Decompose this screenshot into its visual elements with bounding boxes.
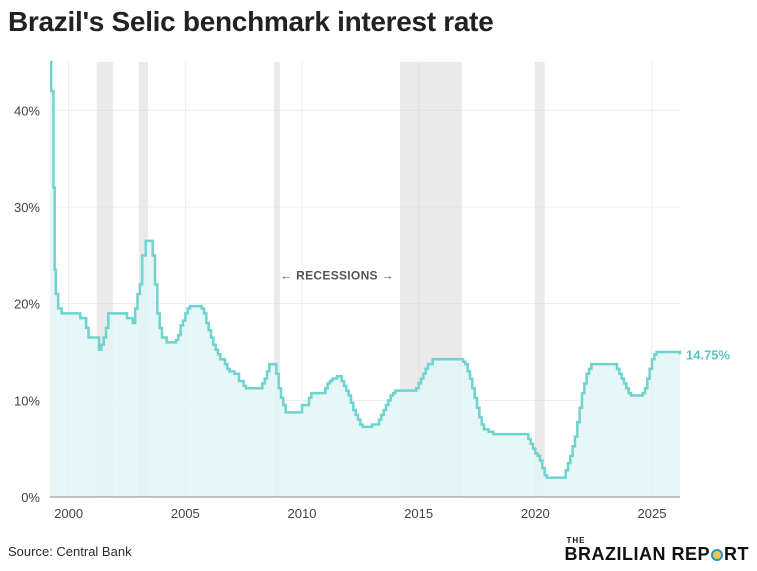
- y-tick-label: 0%: [21, 490, 40, 505]
- source-note: Source: Central Bank: [8, 544, 132, 559]
- series-layer: [49, 60, 682, 497]
- x-tick-label: 2000: [54, 506, 83, 521]
- brand-logo-top: THE: [566, 536, 586, 545]
- brand-logo-main: BRAZILIAN REP RT: [565, 545, 750, 563]
- x-tick-label: 2015: [404, 506, 433, 521]
- chart-title: Brazil's Selic benchmark interest rate: [8, 6, 494, 37]
- recession-band: [274, 62, 280, 497]
- label-layer: ← RECESSIONS → 14.75%: [280, 269, 730, 363]
- last-value-label: 14.75%: [686, 347, 731, 362]
- x-tick-label: 2005: [171, 506, 200, 521]
- brand-logo-right: RT: [724, 544, 749, 564]
- brand-dot-icon: [711, 549, 723, 561]
- y-tick-label: 40%: [14, 103, 40, 118]
- y-tick-label: 10%: [14, 393, 40, 408]
- x-tick-label: 2020: [521, 506, 550, 521]
- recession-band: [535, 62, 545, 497]
- brand-logo: THE BRAZILIAN REP RT: [565, 536, 750, 564]
- series-line: [49, 60, 682, 479]
- y-tick-label: 30%: [14, 200, 40, 215]
- y-tick-label: 20%: [14, 297, 40, 312]
- x-tick-label: 2010: [288, 506, 317, 521]
- brand-logo-left: BRAZILIAN REP: [564, 544, 710, 564]
- recessions-annotation: ← RECESSIONS →: [280, 269, 394, 283]
- series-area: [50, 62, 680, 497]
- x-tick-label: 2025: [638, 506, 667, 521]
- axis-layer: 0% 10% 20% 30% 40% 2000 2005 2010 2015 2020 2025: [14, 103, 680, 521]
